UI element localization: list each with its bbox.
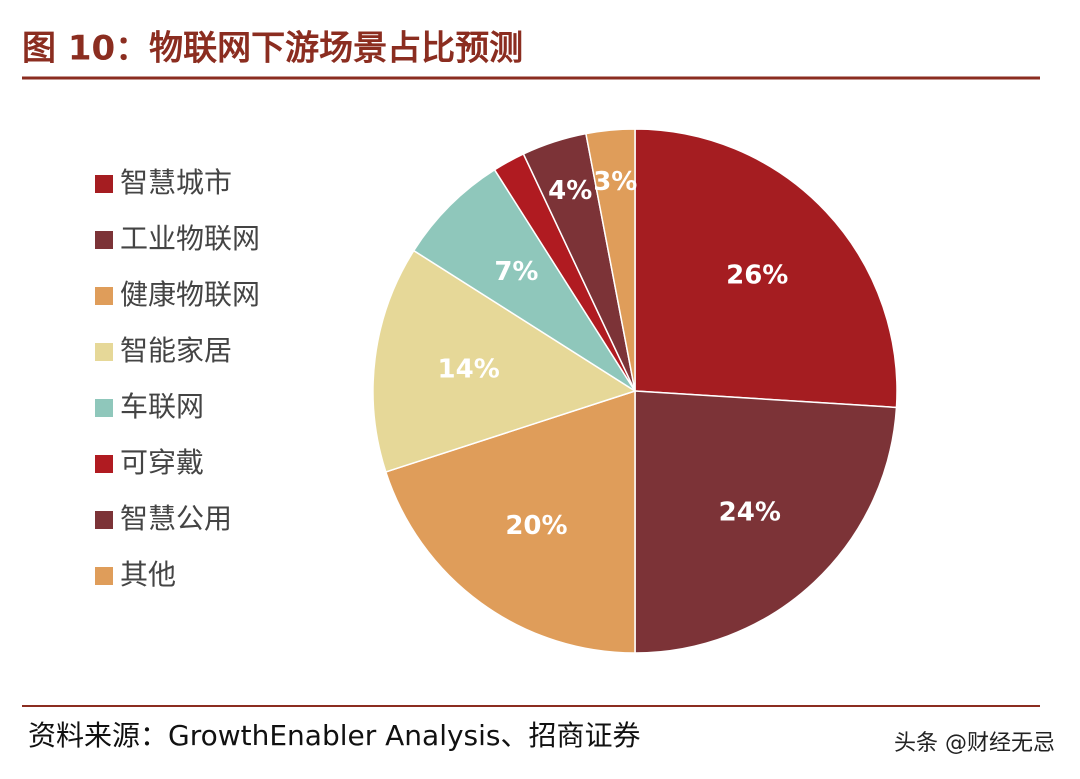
legend-swatch <box>95 399 113 417</box>
pie-slice <box>634 128 898 409</box>
legend-label: 可穿戴 <box>120 446 204 479</box>
legend-label: 车联网 <box>120 390 204 423</box>
legend-swatch <box>95 343 113 361</box>
legend-swatch <box>95 175 113 193</box>
pie-slice <box>634 390 898 654</box>
legend-swatch <box>95 567 113 585</box>
legend-label: 健康物联网 <box>120 278 260 311</box>
data-label: 24% <box>719 498 781 528</box>
legend-swatch <box>95 231 113 249</box>
legend-label: 智慧公用 <box>120 502 232 535</box>
pie-slice <box>585 128 636 392</box>
chart-title: 图 10：物联网下游场景占比预测 <box>22 29 523 69</box>
legend-swatch <box>95 511 113 529</box>
legend-label: 工业物联网 <box>120 222 260 255</box>
data-label: 3% <box>593 167 637 197</box>
legend-swatch <box>95 455 113 473</box>
data-label: 7% <box>494 257 538 287</box>
legend-label: 智慧城市 <box>120 166 232 199</box>
data-label: 14% <box>438 354 500 384</box>
data-label: 20% <box>505 511 567 541</box>
source: 资料来源：GrowthEnabler Analysis、招商证券 <box>28 719 641 752</box>
pie-slice <box>412 168 636 392</box>
legend-label: 其他 <box>120 558 176 591</box>
legend-label: 智能家居 <box>120 334 232 367</box>
pie-slice <box>384 389 636 654</box>
legend-swatch <box>95 287 113 305</box>
watermark: 头条 @财经无忌 <box>894 731 1055 756</box>
pie-slice <box>372 249 637 473</box>
data-label: 4% <box>548 176 592 206</box>
data-label: 26% <box>726 261 788 291</box>
